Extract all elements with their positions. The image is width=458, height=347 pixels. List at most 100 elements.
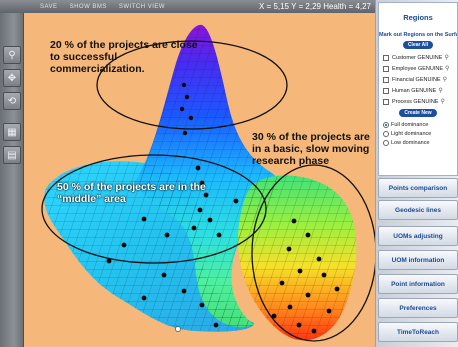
selected-point [175, 326, 181, 332]
checkbox[interactable] [383, 76, 389, 83]
checkbox-label: Financial GENUINE [392, 76, 441, 83]
geodesic-lines-button[interactable]: Geodesic lines [378, 200, 458, 220]
checkbox-label: Process GENUINE [392, 98, 439, 105]
region-ellipse-top [96, 40, 288, 130]
data-point [195, 165, 201, 171]
regions-box: Regions Mark out Regions on the Surface … [378, 2, 458, 176]
rotate-icon[interactable]: ⟲ [3, 92, 21, 110]
region-checkbox-employee[interactable]: Employee GENUINE ⚲ [383, 63, 457, 74]
zoom-icon[interactable]: ⚲ [3, 46, 21, 64]
checkbox[interactable] [383, 98, 389, 105]
data-point [286, 246, 292, 252]
radio-low-dominance[interactable]: Low dominance [383, 138, 457, 147]
magnifier-icon[interactable]: ⚲ [438, 88, 443, 94]
data-point [216, 232, 222, 238]
uom-information-button[interactable]: UOM information [378, 250, 458, 270]
data-point [121, 242, 127, 248]
time-to-reach-button[interactable]: TimeToReach [378, 322, 458, 342]
data-point [271, 313, 277, 319]
data-point [334, 286, 340, 292]
region-checkbox-human[interactable]: Human GENUINE ⚲ [383, 85, 457, 96]
show-bms-button[interactable]: SHOW BMS [69, 3, 107, 10]
annotation-middle: 50 % of the projects are in the “middle”… [57, 181, 206, 205]
points-comparison-button[interactable]: Points comparison [378, 178, 458, 198]
data-point [279, 280, 285, 286]
checkbox[interactable] [383, 87, 389, 94]
regions-title: Regions [403, 13, 433, 22]
data-point [311, 328, 317, 334]
point-information-button[interactable]: Point information [378, 274, 458, 294]
data-point [287, 304, 293, 310]
data-point [207, 217, 213, 223]
data-point [179, 106, 185, 112]
clear-all-button[interactable]: Clear All [402, 41, 434, 49]
right-panel: Regions Mark out Regions on the Surface … [375, 0, 458, 347]
region-checkbox-process[interactable]: Process GENUINE ⚲ [383, 96, 457, 107]
magnifier-icon[interactable]: ⚲ [445, 66, 450, 72]
data-point [305, 232, 311, 238]
data-point [164, 232, 170, 238]
data-point [199, 180, 205, 186]
regions-help-text: Mark out Regions on the Surface (no more… [379, 32, 457, 38]
data-point [326, 308, 332, 314]
grid-glyph: ▦ [7, 126, 17, 138]
data-point [305, 292, 311, 298]
annotation-top: 20 % of the projects are close to succes… [50, 39, 198, 75]
annotation-right: 30 % of the projects are in a basic, slo… [252, 131, 370, 167]
magnifier-icon[interactable]: ⚲ [442, 77, 448, 83]
magnifier-icon[interactable]: ⚲ [444, 55, 449, 61]
data-point [321, 272, 327, 278]
data-point [199, 302, 205, 308]
layers-icon[interactable]: ▤ [3, 146, 21, 164]
data-point [213, 322, 219, 328]
region-checkbox-financial[interactable]: Financial GENUINE ⚲ [383, 74, 457, 85]
data-point [233, 198, 239, 204]
region-ellipse-middle [41, 154, 267, 264]
data-point [296, 322, 302, 328]
data-point [161, 272, 167, 278]
data-point [141, 295, 147, 301]
data-point [184, 94, 190, 100]
grid-icon[interactable]: ▦ [3, 123, 21, 141]
checkbox[interactable] [383, 65, 389, 72]
radio-label: Low dominance [391, 139, 430, 146]
left-tool-strip: ⚲ ✥ ⟲ ▦ ▤ [0, 13, 24, 347]
data-point [188, 115, 194, 121]
health-surface[interactable] [24, 13, 375, 347]
data-point [297, 268, 303, 274]
data-point [181, 82, 187, 88]
rotate-glyph: ⟲ [7, 95, 17, 107]
create-new-button[interactable]: Create New [399, 109, 437, 117]
checkbox-label: Employee GENUINE [392, 65, 444, 72]
data-points [106, 82, 340, 334]
checkbox-label: Customer GENUINE [392, 54, 443, 61]
radio-button[interactable] [383, 121, 389, 128]
data-point [182, 130, 188, 136]
switch-view-button[interactable]: SWITCH VIEW [118, 3, 166, 10]
coordinate-readout: X = 5,15 Y = 2,29 Health = 4,27 [258, 2, 371, 11]
radio-button[interactable] [383, 139, 389, 146]
region-checkbox-customer[interactable]: Customer GENUINE ⚲ [383, 52, 457, 63]
uoms-adjusting-button[interactable]: UOMs adjusting [378, 226, 458, 246]
checkbox[interactable] [383, 54, 389, 61]
radio-label: Full dominance [391, 121, 429, 128]
radio-light-dominance[interactable]: Light dominance [383, 129, 457, 138]
top-toolbar: SAVE SHOW BMS SWITCH VIEW X = 5,15 Y = 2… [0, 0, 375, 13]
data-point [197, 207, 203, 213]
data-point [181, 288, 187, 294]
radio-full-dominance[interactable]: Full dominance [383, 120, 457, 129]
preferences-button[interactable]: Preferences [378, 298, 458, 318]
data-point [316, 256, 322, 262]
data-point [106, 258, 112, 264]
data-point [191, 225, 197, 231]
checkbox-label: Human GENUINE [392, 87, 437, 94]
radio-label: Light dominance [391, 130, 432, 137]
pan-icon[interactable]: ✥ [3, 69, 21, 87]
save-button[interactable]: SAVE [40, 3, 58, 10]
magnifier-icon[interactable]: ⚲ [440, 99, 445, 105]
data-point [203, 192, 209, 198]
radio-button[interactable] [383, 130, 389, 137]
surface-plot-area[interactable]: 20 % of the projects are close to succes… [24, 13, 375, 347]
data-point [141, 216, 147, 222]
